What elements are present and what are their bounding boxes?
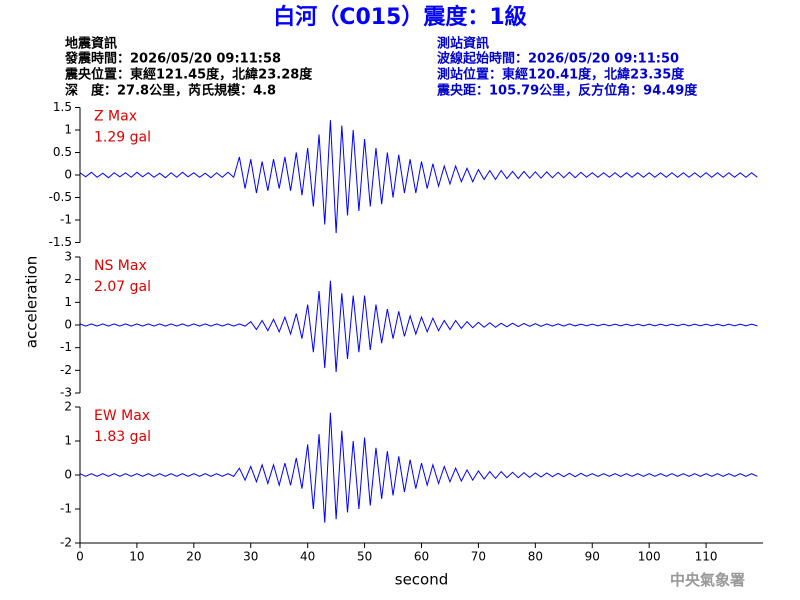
annotation: EW Max: [94, 408, 150, 424]
y-tick-label: 2: [64, 400, 72, 414]
info-text: 震央距：105.79公里，反方位角：94.49度: [436, 83, 698, 99]
annotation: Z Max: [94, 109, 137, 125]
y-tick-label: -1: [60, 502, 72, 516]
x-tick-label: 40: [300, 550, 315, 564]
x-tick-label: 70: [471, 550, 486, 564]
x-tick-label: 20: [186, 550, 201, 564]
y-tick-label: -1: [60, 213, 72, 227]
waveform: [79, 412, 758, 523]
y-tick-label: -1: [60, 340, 72, 354]
y-tick-label: 1: [64, 295, 72, 309]
y-tick-label: -3: [60, 386, 72, 400]
x-tick-label: 10: [129, 550, 144, 564]
y-tick-label: 2: [64, 272, 72, 286]
x-tick-label: 0: [76, 550, 84, 564]
y-tick-label: -2: [60, 363, 72, 377]
info-text: 地震資訊: [65, 36, 117, 52]
y-tick-label: 0: [64, 318, 72, 332]
annotation: 1.83 gal: [94, 429, 151, 445]
waveform: [79, 280, 758, 372]
y-tick-label: 1: [64, 434, 72, 448]
y-tick-label: 0: [64, 468, 72, 482]
x-tick-label: 30: [243, 550, 258, 564]
y-tick-label: 3: [64, 250, 72, 264]
annotation: NS Max: [94, 258, 147, 274]
info-text: 波線起始時間：2026/05/20 09:11:50: [437, 51, 679, 67]
info-text: 深 度：27.8公里，芮氏規模：4.8: [65, 83, 276, 99]
x-tick-label: 60: [414, 550, 429, 564]
chart-title: 白河（C015）震度：1級: [273, 4, 526, 30]
x-tick-label: 90: [585, 550, 600, 564]
waveform: [79, 120, 758, 234]
info-text: 測站位置：東經120.41度，北緯23.35度: [437, 67, 685, 83]
y-tick-label: -2: [60, 536, 72, 550]
y-tick-label: 1: [64, 123, 72, 137]
info-text: 測站資訊: [437, 36, 489, 52]
info-text: 發震時間：2026/05/20 09:11:58: [64, 51, 281, 67]
footer: 中央氣象署: [670, 571, 745, 589]
x-tick-label: 50: [357, 550, 372, 564]
info-text: 震央位置：東經121.45度，北緯23.28度: [64, 67, 313, 83]
annotation: 2.07 gal: [94, 279, 151, 295]
x-tick-label: 100: [638, 550, 661, 564]
y-tick-label: 0.5: [53, 145, 72, 159]
y-axis-label: acceleration: [23, 256, 41, 348]
y-tick-label: 0: [64, 168, 72, 182]
y-tick-label: -0.5: [49, 190, 72, 204]
annotation: 1.29 gal: [94, 130, 151, 146]
y-tick-label: 1.5: [53, 100, 72, 114]
y-tick-label: -1.5: [49, 235, 72, 249]
x-tick-label: 110: [695, 550, 718, 564]
x-axis-label: second: [395, 571, 449, 589]
x-tick-label: 80: [528, 550, 543, 564]
